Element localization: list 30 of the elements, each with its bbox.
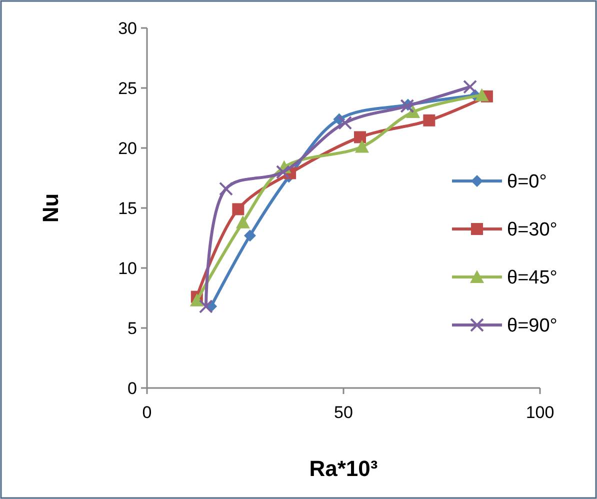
point <box>474 88 489 102</box>
y-tick-label: 15 <box>118 198 137 218</box>
point <box>276 165 290 179</box>
legend-label: θ=90° <box>507 316 558 337</box>
legend-label: θ=0° <box>507 172 547 193</box>
point <box>198 299 213 314</box>
x-tick-label: 0 <box>142 403 152 422</box>
y-tick-label: 10 <box>118 258 137 278</box>
legend-label: θ=30° <box>507 220 558 241</box>
y-tick-label: 0 <box>128 378 137 398</box>
point <box>423 114 436 126</box>
point <box>338 116 352 130</box>
point <box>232 203 244 216</box>
y-tick-label: 30 <box>118 18 137 38</box>
point <box>236 215 250 228</box>
point <box>463 80 478 94</box>
point <box>406 105 420 118</box>
y-tick-label: 25 <box>118 78 137 98</box>
legend-label: θ=45° <box>507 268 558 289</box>
point <box>244 230 256 242</box>
y-axis-title: Nu <box>38 193 63 223</box>
y-tick-label: 20 <box>118 138 137 158</box>
x-tick-label: 50 <box>334 403 353 422</box>
point <box>354 140 369 153</box>
point <box>218 182 233 196</box>
point <box>354 131 366 144</box>
y-tick-label: 5 <box>128 318 137 338</box>
x-tick-label: 100 <box>526 403 554 422</box>
point <box>190 293 204 306</box>
x-axis-title: Ra*10³ <box>309 456 378 481</box>
